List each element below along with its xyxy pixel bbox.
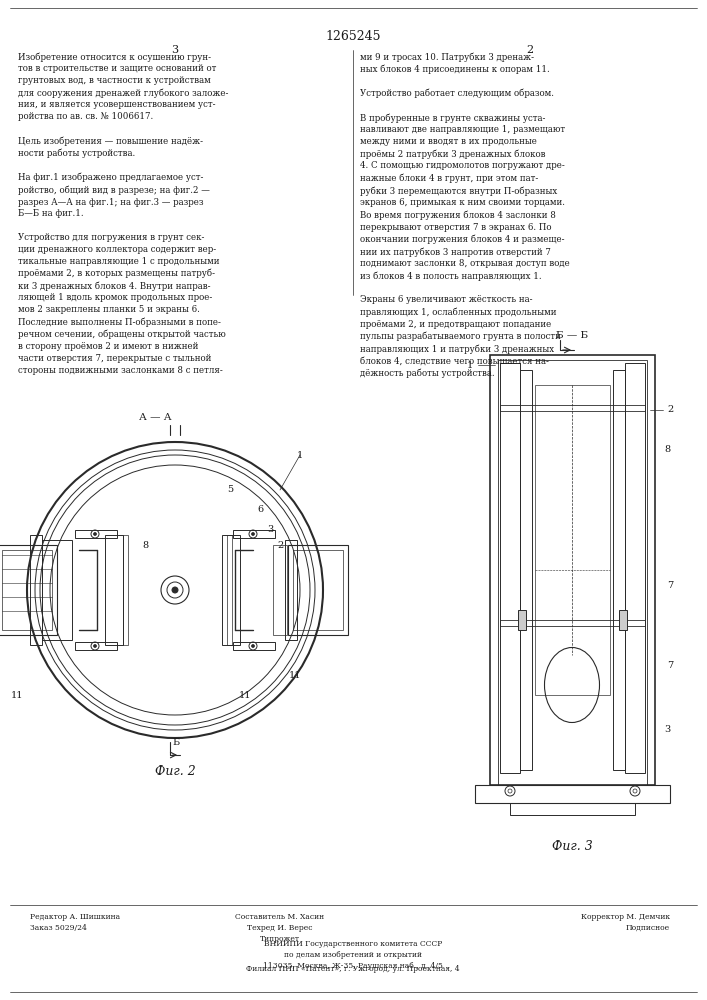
Bar: [500, 620, 645, 626]
Bar: [42, 540, 72, 640]
Text: Б: Б: [172, 738, 180, 747]
Bar: [233, 530, 275, 538]
Text: 3: 3: [664, 726, 670, 734]
Circle shape: [252, 532, 255, 536]
Circle shape: [172, 587, 178, 593]
Bar: [30, 535, 42, 645]
Bar: [518, 610, 526, 630]
Text: 8: 8: [142, 540, 148, 550]
Bar: [500, 363, 520, 773]
Bar: [233, 642, 275, 650]
Bar: [227, 535, 232, 645]
Bar: [475, 785, 670, 803]
Bar: [285, 540, 297, 640]
Bar: [123, 535, 128, 645]
Text: Фиг. 2: Фиг. 2: [155, 765, 195, 778]
Bar: [75, 642, 117, 650]
Text: Б — Б: Б — Б: [556, 331, 588, 340]
Bar: [613, 370, 625, 770]
Bar: [625, 363, 645, 773]
Text: Корректор М. Демчик
Подписное: Корректор М. Демчик Подписное: [581, 913, 670, 932]
Text: 7: 7: [667, 580, 673, 589]
Bar: [222, 535, 240, 645]
Text: 11: 11: [288, 670, 301, 680]
Bar: [293, 550, 343, 630]
Bar: [105, 535, 123, 645]
Circle shape: [93, 532, 96, 536]
Bar: [520, 370, 532, 770]
Text: Филиал ПНП «Патент», г. Ужгород, ул. Проектная, 4: Филиал ПНП «Патент», г. Ужгород, ул. Про…: [246, 965, 460, 973]
Bar: [2, 550, 52, 630]
Text: 2: 2: [667, 406, 673, 414]
Text: 3: 3: [171, 45, 179, 55]
Text: 11: 11: [11, 690, 23, 700]
Text: 1: 1: [297, 450, 303, 460]
Text: 5: 5: [227, 486, 233, 494]
Circle shape: [252, 645, 255, 648]
Circle shape: [93, 645, 96, 648]
Text: Изобретение относится к осушению грун-
тов в строительстве и защите оснований от: Изобретение относится к осушению грун- т…: [18, 52, 228, 375]
Text: 8: 8: [664, 446, 670, 454]
Bar: [288, 545, 348, 635]
Text: Составитель М. Хасин
Техред И. Верес
Типрожет: Составитель М. Хасин Техред И. Верес Тип…: [235, 913, 325, 943]
Text: 7: 7: [667, 660, 673, 670]
Text: А — А: А — А: [139, 413, 171, 422]
Bar: [498, 360, 647, 785]
Text: 2: 2: [527, 45, 534, 55]
Text: ВНИИПИ Государственного комитета СССР
по делам изобретений и открытий
113035, Мо: ВНИИПИ Государственного комитета СССР по…: [263, 940, 443, 970]
Bar: [75, 530, 117, 538]
Text: Фиг. 3: Фиг. 3: [551, 840, 592, 853]
Text: ми 9 и тросах 10. Патрубки 3 дренаж-
ных блоков 4 присоединены к опорам 11.

Уст: ми 9 и тросах 10. Патрубки 3 дренаж- ных…: [360, 52, 570, 378]
Bar: [619, 610, 627, 630]
Text: 1265245: 1265245: [325, 30, 381, 43]
Text: 2: 2: [277, 540, 283, 550]
Text: 1: 1: [467, 360, 473, 369]
Text: 6: 6: [257, 506, 263, 514]
Bar: [535, 385, 610, 695]
Bar: [273, 545, 287, 635]
Bar: [0, 545, 57, 635]
Text: 3: 3: [267, 526, 273, 534]
Text: 11: 11: [239, 690, 251, 700]
Bar: [490, 355, 655, 785]
Text: Редактор А. Шишкина
Заказ 5029/24: Редактор А. Шишкина Заказ 5029/24: [30, 913, 120, 932]
Bar: [500, 405, 645, 411]
Bar: [510, 803, 635, 815]
